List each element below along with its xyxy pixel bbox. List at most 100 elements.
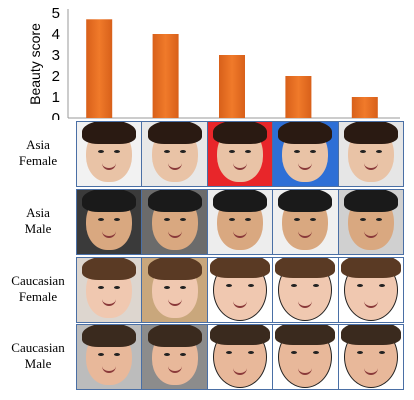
row-label-line1: Caucasian — [11, 340, 65, 355]
bar-2 — [152, 34, 179, 118]
hair-shape — [82, 258, 137, 280]
face-icon — [147, 258, 202, 318]
face-photo — [206, 325, 273, 389]
face-icon — [278, 122, 333, 182]
y-tick-label: 2 — [52, 68, 60, 85]
face-icon — [82, 258, 137, 318]
hair-shape — [82, 325, 137, 347]
beauty-score-bar-chart: Beauty score 0 1 2 3 4 5 — [27, 5, 400, 120]
face-photo — [77, 190, 142, 254]
mouth-shape — [363, 301, 378, 308]
mouth-shape — [102, 231, 117, 238]
eye-shape — [98, 353, 105, 356]
face-icon — [82, 122, 137, 182]
row-label: Asia Female — [0, 137, 76, 169]
y-tick-label: 4 — [52, 26, 60, 43]
row-label-line2: Female — [18, 289, 58, 304]
face-icon — [213, 122, 268, 182]
eye-shape — [179, 150, 186, 153]
eye-shape — [375, 218, 382, 221]
mouth-shape — [102, 299, 117, 306]
row-label: Asia Male — [0, 205, 76, 237]
face-row — [76, 324, 404, 390]
face-icon — [278, 190, 333, 250]
eye-shape — [163, 286, 170, 289]
row-label-line2: Male — [24, 221, 52, 236]
eye-shape — [245, 150, 252, 153]
face-photo — [77, 122, 142, 186]
eye-shape — [248, 351, 255, 354]
eye-shape — [291, 284, 298, 287]
face-photo — [337, 122, 404, 186]
hair-shape — [213, 190, 268, 212]
mouth-shape — [298, 163, 313, 170]
face-photo — [337, 190, 404, 254]
mouth-shape — [102, 366, 117, 373]
face-icon — [343, 122, 398, 182]
row-label: Caucasian Female — [0, 273, 76, 305]
row-label: Caucasian Male — [0, 340, 76, 372]
face-photo — [206, 122, 273, 186]
row-label-line1: Caucasian — [11, 273, 65, 288]
hair-shape — [82, 190, 137, 212]
face-icon — [343, 190, 398, 250]
face-icon — [213, 190, 268, 250]
mouth-shape — [363, 368, 378, 375]
hair-shape — [210, 325, 271, 345]
hair-shape — [275, 325, 336, 345]
hair-shape — [210, 258, 271, 278]
bar-3 — [219, 55, 245, 118]
eye-shape — [98, 218, 105, 221]
mouth-shape — [233, 231, 248, 238]
y-tick-labels: 0 1 2 3 4 5 — [52, 5, 60, 120]
face-icon — [340, 258, 401, 321]
bar-series — [86, 19, 378, 118]
hair-shape — [278, 122, 333, 144]
mouth-shape — [363, 163, 378, 170]
eye-shape — [114, 218, 121, 221]
y-tick-label: 1 — [52, 89, 60, 106]
mouth-shape — [167, 366, 182, 373]
mouth-shape — [298, 301, 313, 308]
mouth-shape — [167, 163, 182, 170]
hair-shape — [147, 325, 202, 347]
face-photo — [206, 190, 273, 254]
face-photo — [272, 325, 338, 389]
mouth-shape — [102, 163, 117, 170]
eye-shape — [114, 150, 121, 153]
mouth-shape — [233, 163, 248, 170]
mouth-shape — [233, 368, 248, 375]
hair-shape — [340, 258, 401, 278]
eye-shape — [245, 218, 252, 221]
eye-shape — [378, 351, 385, 354]
eye-shape — [229, 218, 236, 221]
bar-1 — [86, 19, 113, 118]
hair-shape — [278, 190, 333, 212]
face-photo — [272, 258, 338, 322]
mouth-shape — [167, 231, 182, 238]
eye-shape — [179, 286, 186, 289]
face-photo — [272, 190, 338, 254]
y-tick-label: 3 — [52, 47, 60, 64]
row-label-line1: Asia — [26, 205, 50, 220]
hair-shape — [275, 258, 336, 278]
y-axis-label: Beauty score — [27, 23, 43, 105]
face-icon — [210, 325, 271, 388]
hair-shape — [343, 122, 398, 144]
face-row — [76, 257, 404, 323]
hair-shape — [147, 190, 202, 212]
face-icon — [82, 190, 137, 250]
eye-shape — [248, 284, 255, 287]
face-photo — [141, 122, 207, 186]
eye-shape — [179, 353, 186, 356]
face-icon — [147, 325, 202, 385]
face-photo — [337, 258, 404, 322]
eye-shape — [313, 351, 320, 354]
bar-5 — [351, 97, 378, 118]
eye-shape — [163, 353, 170, 356]
hair-shape — [343, 190, 398, 212]
eye-shape — [294, 218, 301, 221]
eye-shape — [294, 150, 301, 153]
face-photo — [77, 258, 142, 322]
row-label-line2: Female — [18, 153, 58, 168]
